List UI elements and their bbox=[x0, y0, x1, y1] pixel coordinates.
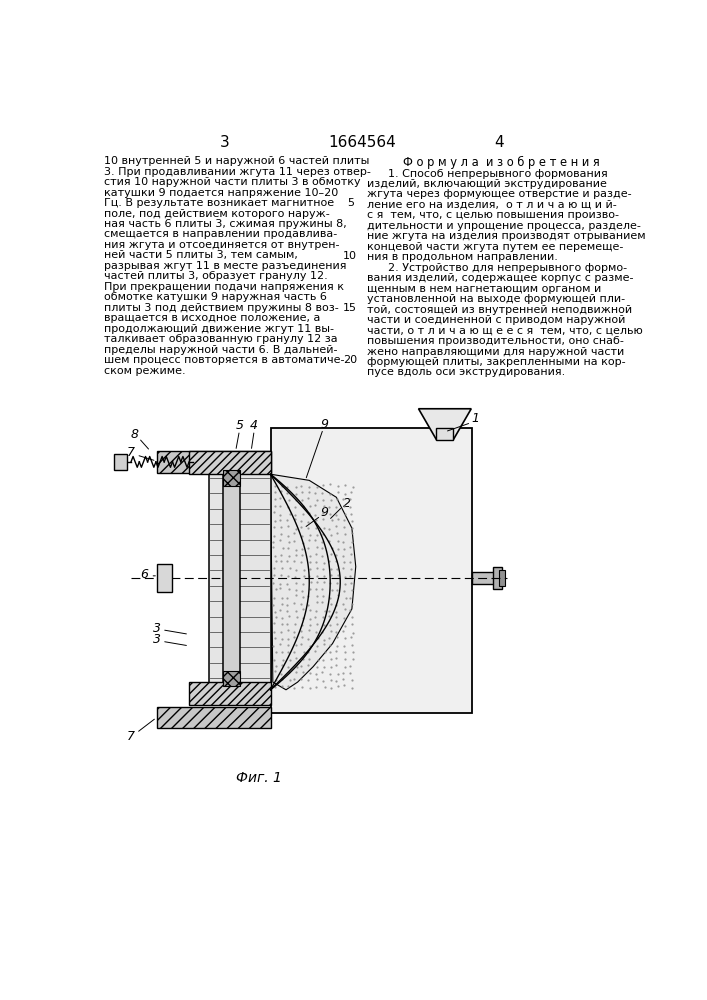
Text: установленной на выходе формующей пли-: установленной на выходе формующей пли- bbox=[368, 294, 626, 304]
Text: 3: 3 bbox=[153, 622, 160, 635]
Text: 8: 8 bbox=[131, 428, 139, 441]
Text: 20: 20 bbox=[344, 355, 357, 365]
Text: обмотке катушки 9 наружная часть 6: обмотке катушки 9 наружная часть 6 bbox=[104, 292, 327, 302]
Text: концевой части жгута путем ее перемеще-: концевой части жгута путем ее перемеще- bbox=[368, 242, 624, 252]
Text: повышения производительности, оно снаб-: повышения производительности, оно снаб- bbox=[368, 336, 624, 346]
Text: части, о т л и ч а ю щ е е с я  тем, что, с целью: части, о т л и ч а ю щ е е с я тем, что,… bbox=[368, 326, 643, 336]
Text: ния в продольном направлении.: ния в продольном направлении. bbox=[368, 252, 559, 262]
Text: 2: 2 bbox=[343, 497, 351, 510]
Text: Гц. В результате возникает магнитное: Гц. В результате возникает магнитное bbox=[104, 198, 334, 208]
Bar bbox=[436, 428, 453, 440]
Text: пусе вдоль оси экструдирования.: пусе вдоль оси экструдирования. bbox=[368, 367, 566, 377]
Text: Фиг. 1: Фиг. 1 bbox=[236, 771, 282, 785]
Text: смещается в направлении продавлива-: смещается в направлении продавлива- bbox=[104, 229, 337, 239]
Text: 9: 9 bbox=[321, 506, 329, 519]
Text: ление его на изделия,  о т л и ч а ю щ и й-: ление его на изделия, о т л и ч а ю щ и … bbox=[368, 200, 617, 210]
Text: 7: 7 bbox=[127, 730, 135, 742]
Text: 4: 4 bbox=[250, 419, 258, 432]
Bar bbox=[271, 428, 472, 713]
Text: той, состоящей из внутренней неподвижной: той, состоящей из внутренней неподвижной bbox=[368, 305, 633, 315]
Bar bbox=[223, 671, 240, 686]
Text: 15: 15 bbox=[344, 303, 357, 313]
Text: 9: 9 bbox=[321, 418, 329, 431]
Text: 3: 3 bbox=[153, 633, 160, 646]
Bar bbox=[223, 470, 240, 686]
Text: 1: 1 bbox=[472, 412, 480, 425]
Text: 3. При продавливании жгута 11 через отвер-: 3. При продавливании жгута 11 через отве… bbox=[104, 167, 370, 177]
Polygon shape bbox=[271, 474, 356, 690]
Text: 4: 4 bbox=[494, 135, 504, 150]
Text: 7: 7 bbox=[127, 446, 135, 459]
Text: талкивает образованную гранулу 12 за: талкивает образованную гранулу 12 за bbox=[104, 334, 337, 344]
Bar bbox=[209, 470, 271, 686]
Text: продолжающий движение жгут 11 вы-: продолжающий движение жгут 11 вы- bbox=[104, 324, 334, 334]
Text: ния жгута и отсоединяется от внутрен-: ния жгута и отсоединяется от внутрен- bbox=[104, 240, 339, 250]
Text: Ф о р м у л а  и з о б р е т е н и я: Ф о р м у л а и з о б р е т е н и я bbox=[404, 156, 600, 169]
Text: 3: 3 bbox=[220, 135, 230, 150]
Text: с я  тем, что, с целью повышения произво-: с я тем, что, с целью повышения произво- bbox=[368, 210, 619, 220]
Bar bbox=[114, 454, 127, 470]
Bar bbox=[472, 572, 495, 584]
Bar bbox=[499, 570, 506, 586]
Text: 2. Устройство для непрерывного формо-: 2. Устройство для непрерывного формо- bbox=[368, 263, 628, 273]
Polygon shape bbox=[419, 409, 472, 440]
Text: ние жгута на изделия производят отрыванием: ние жгута на изделия производят отрывани… bbox=[368, 231, 646, 241]
Bar bbox=[156, 451, 271, 473]
Text: щенным в нем нагнетающим органом и: щенным в нем нагнетающим органом и bbox=[368, 284, 602, 294]
Text: 6: 6 bbox=[140, 568, 148, 581]
Text: При прекращении подачи напряжения к: При прекращении подачи напряжения к bbox=[104, 282, 344, 292]
Bar bbox=[223, 470, 240, 486]
Text: частей плиты 3, образует гранулу 12.: частей плиты 3, образует гранулу 12. bbox=[104, 271, 327, 281]
Text: ском режиме.: ском режиме. bbox=[104, 366, 185, 376]
Text: жгута через формующее отверстие и разде-: жгута через формующее отверстие и разде- bbox=[368, 189, 632, 199]
Text: 5: 5 bbox=[347, 198, 354, 208]
Text: ней части 5 плиты 3, тем самым,: ней части 5 плиты 3, тем самым, bbox=[104, 250, 298, 260]
Text: плиты 3 под действием пружины 8 воз-: плиты 3 под действием пружины 8 воз- bbox=[104, 303, 339, 313]
Text: шем процесс повторяется в автоматиче-: шем процесс повторяется в автоматиче- bbox=[104, 355, 344, 365]
Text: вращается в исходное положение, а: вращается в исходное положение, а bbox=[104, 313, 320, 323]
Bar bbox=[189, 451, 271, 474]
Text: катушки 9 подается напряжение 10–20: катушки 9 подается напряжение 10–20 bbox=[104, 188, 338, 198]
Text: 5: 5 bbox=[235, 419, 243, 432]
Text: стия 10 наружной части плиты 3 в обмотку: стия 10 наружной части плиты 3 в обмотку bbox=[104, 177, 361, 187]
Text: ная часть 6 плиты 3, сжимая пружины 8,: ная часть 6 плиты 3, сжимая пружины 8, bbox=[104, 219, 346, 229]
Text: дительности и упрощение процесса, разделе-: дительности и упрощение процесса, раздел… bbox=[368, 221, 641, 231]
Text: поле, под действием которого наруж-: поле, под действием которого наруж- bbox=[104, 209, 329, 219]
Text: 1664564: 1664564 bbox=[328, 135, 396, 150]
Text: 1. Способ непрерывного формования: 1. Способ непрерывного формования bbox=[368, 169, 608, 179]
Text: изделий, включающий экструдирование: изделий, включающий экструдирование bbox=[368, 179, 607, 189]
Text: пределы наружной части 6. В дальней-: пределы наружной части 6. В дальней- bbox=[104, 345, 337, 355]
Bar bbox=[189, 682, 271, 705]
Bar bbox=[156, 707, 271, 728]
Text: жено направляющими для наружной части: жено направляющими для наружной части bbox=[368, 347, 624, 357]
Text: 10: 10 bbox=[344, 251, 357, 261]
Text: 10 внутренней 5 и наружной 6 частей плиты: 10 внутренней 5 и наружной 6 частей плит… bbox=[104, 156, 369, 166]
Bar bbox=[493, 567, 502, 589]
Text: вания изделий, содержащее корпус с разме-: вания изделий, содержащее корпус с разме… bbox=[368, 273, 634, 283]
Bar bbox=[156, 564, 172, 592]
Text: формующей плиты, закрепленными на кор-: формующей плиты, закрепленными на кор- bbox=[368, 357, 626, 367]
Text: разрывая жгут 11 в месте разъединения: разрывая жгут 11 в месте разъединения bbox=[104, 261, 346, 271]
Text: части и соединенной с приводом наружной: части и соединенной с приводом наружной bbox=[368, 315, 626, 325]
